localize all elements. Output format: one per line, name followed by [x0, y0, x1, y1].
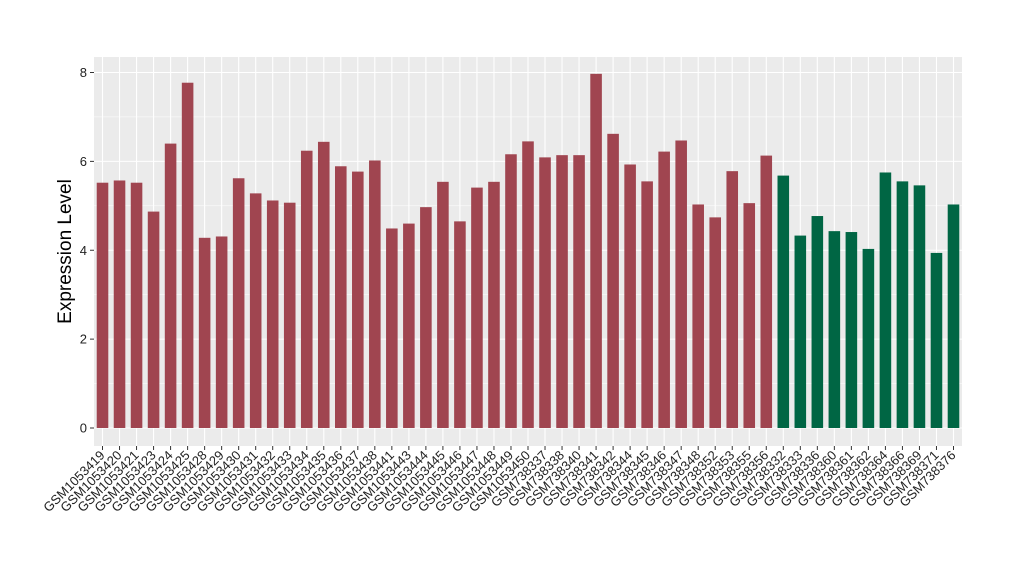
bar [658, 151, 670, 428]
bar [437, 181, 449, 428]
bar [232, 178, 245, 428]
bar [300, 150, 313, 428]
bar [624, 164, 636, 428]
y-tick-label: 6 [80, 154, 87, 169]
bar [386, 228, 398, 428]
bar [420, 207, 432, 428]
y-tick-label: 2 [80, 332, 87, 347]
bar [198, 237, 211, 428]
bar [505, 154, 517, 428]
bar [913, 185, 926, 428]
bar [522, 141, 534, 429]
bar [471, 187, 483, 428]
bar-series [96, 73, 960, 429]
bar [573, 155, 585, 428]
bar [641, 181, 653, 428]
bar [369, 160, 381, 428]
bar [828, 231, 841, 428]
bar [607, 133, 619, 429]
bar [845, 232, 858, 428]
bar [794, 235, 807, 428]
bar [862, 248, 875, 428]
bar [488, 181, 500, 428]
bar [590, 73, 602, 428]
bar [777, 175, 790, 428]
bar [760, 155, 773, 428]
bar [96, 182, 109, 428]
y-tick-label: 8 [80, 65, 87, 80]
bar [403, 223, 415, 428]
bar [113, 180, 126, 428]
bar [675, 140, 687, 428]
y-tick-label: 4 [80, 243, 87, 258]
bar [164, 143, 177, 428]
y-tick-label: 0 [80, 421, 87, 436]
bar [283, 202, 296, 428]
bar [743, 203, 756, 428]
bar [317, 141, 330, 428]
bar [709, 217, 722, 428]
bar [352, 171, 364, 428]
bar [181, 82, 194, 428]
bar [726, 171, 739, 428]
y-axis: 0 2 4 6 8 [80, 65, 94, 436]
bar [947, 204, 960, 428]
bar [215, 236, 228, 428]
y-axis-title: Expression Level [55, 179, 76, 324]
x-axis: GSM1053419GSM1053420GSM1053421GSM1053423… [40, 446, 959, 515]
bar [692, 204, 704, 428]
bar [454, 221, 466, 428]
bar [879, 172, 892, 428]
bar [556, 155, 568, 428]
bar [930, 252, 943, 428]
bar [896, 181, 909, 428]
bar [266, 200, 279, 428]
bar [147, 211, 160, 428]
bar [334, 166, 347, 428]
bar [130, 182, 143, 428]
bar [249, 193, 262, 428]
bar [539, 157, 551, 429]
bar [811, 216, 824, 428]
